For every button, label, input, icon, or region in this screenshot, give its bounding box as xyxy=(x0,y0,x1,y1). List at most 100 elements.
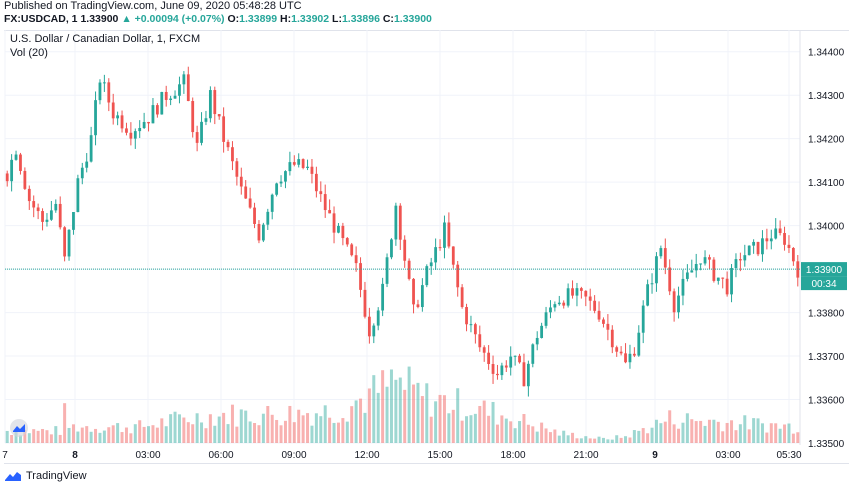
volume-bar xyxy=(571,432,575,443)
volume-bar xyxy=(341,418,345,443)
candle-body xyxy=(125,128,128,133)
volume-bars xyxy=(5,366,800,443)
volume-bar xyxy=(593,438,597,443)
candle-body xyxy=(593,300,597,311)
candle-body xyxy=(416,304,420,308)
candle-body xyxy=(526,363,530,387)
volume-bar xyxy=(222,412,226,443)
volume-bar xyxy=(367,388,371,443)
volume-bar xyxy=(796,432,800,443)
volume-bar xyxy=(721,431,725,443)
candle-body xyxy=(571,288,574,296)
candle-body xyxy=(275,183,279,195)
volume-bar xyxy=(540,422,544,443)
chart-frame[interactable] xyxy=(4,30,849,464)
volume-bar xyxy=(579,438,583,443)
candle-body xyxy=(650,283,654,285)
volume-bar xyxy=(760,423,764,443)
y-tick-label: 1.34000 xyxy=(808,222,845,233)
volume-bar xyxy=(416,382,420,443)
volume-bar xyxy=(301,415,305,443)
candle-body xyxy=(681,278,685,296)
volume-bar xyxy=(699,420,703,443)
candle-body xyxy=(761,238,764,255)
volume-bar xyxy=(743,415,747,443)
candle-body xyxy=(253,207,256,224)
volume-bar xyxy=(18,435,22,443)
candle-body xyxy=(398,205,402,240)
candle-body xyxy=(261,224,265,241)
volume-bar xyxy=(177,414,181,443)
volume-bar xyxy=(191,424,195,443)
volume-bar xyxy=(526,424,530,443)
candle-body xyxy=(213,90,217,115)
volume-bar xyxy=(389,369,393,443)
candle-body xyxy=(425,266,429,286)
candle-body xyxy=(80,167,84,179)
countdown-tag xyxy=(801,276,847,291)
volume-bar xyxy=(306,413,310,443)
volume-bar xyxy=(10,435,14,443)
x-tick-label: 8 xyxy=(72,450,78,461)
candle-body xyxy=(677,295,680,313)
volume-bar xyxy=(425,383,429,443)
candle-body xyxy=(734,259,738,269)
volume-bar xyxy=(129,433,133,443)
candle-body xyxy=(641,305,645,333)
volume-bar xyxy=(412,384,416,443)
candle-body xyxy=(129,132,133,139)
volume-bar xyxy=(562,430,566,443)
volume-bar xyxy=(650,427,654,443)
candle-body xyxy=(690,270,694,273)
volume-bar xyxy=(164,426,168,443)
volume-bar xyxy=(659,423,663,443)
volume-bar xyxy=(791,433,795,443)
y-tick-label: 1.34300 xyxy=(808,91,845,102)
volume-bar xyxy=(778,428,782,443)
candle-body xyxy=(19,154,22,171)
y-tick-label: 1.33800 xyxy=(808,309,845,320)
volume-bar xyxy=(632,430,636,443)
candle-body xyxy=(434,247,438,263)
volume-bar xyxy=(628,437,632,443)
x-tick-label: 09:00 xyxy=(281,450,306,461)
candle-body xyxy=(778,228,782,234)
volume-bar xyxy=(372,375,376,443)
volume-bar xyxy=(142,426,146,443)
candle-body xyxy=(244,186,248,199)
candle-body xyxy=(306,166,309,168)
candle-body xyxy=(5,173,9,182)
candle-body xyxy=(323,194,327,211)
volume-bar xyxy=(429,416,433,443)
volume-bar xyxy=(734,430,738,443)
candle-body xyxy=(783,233,786,245)
volume-bar xyxy=(487,415,491,443)
candle-body xyxy=(456,264,460,288)
volume-bar xyxy=(151,425,155,443)
candle-body xyxy=(72,212,75,230)
footer-brand[interactable]: TradingView xyxy=(4,468,87,484)
volume-bar xyxy=(213,425,217,443)
candle-body xyxy=(89,135,93,162)
candle-body xyxy=(685,272,689,279)
volume-bar xyxy=(45,430,49,443)
candle-body xyxy=(363,289,367,317)
y-tick-label: 1.34100 xyxy=(808,178,845,189)
volume-bar xyxy=(513,428,517,443)
volume-bar xyxy=(557,435,561,443)
candle-body xyxy=(341,225,345,239)
candle-body xyxy=(663,248,667,268)
volume-bar xyxy=(460,420,464,443)
volume-bar xyxy=(522,414,526,443)
volume-bar xyxy=(703,425,707,443)
volume-bar xyxy=(63,403,67,443)
candle-body xyxy=(142,122,146,128)
candle-body xyxy=(372,325,376,337)
candle-body xyxy=(328,210,332,214)
volume-bar xyxy=(116,423,120,443)
volume-bar xyxy=(226,424,230,443)
volume-bar xyxy=(544,428,548,443)
volume-bar xyxy=(71,424,75,443)
candle-body xyxy=(41,211,44,222)
